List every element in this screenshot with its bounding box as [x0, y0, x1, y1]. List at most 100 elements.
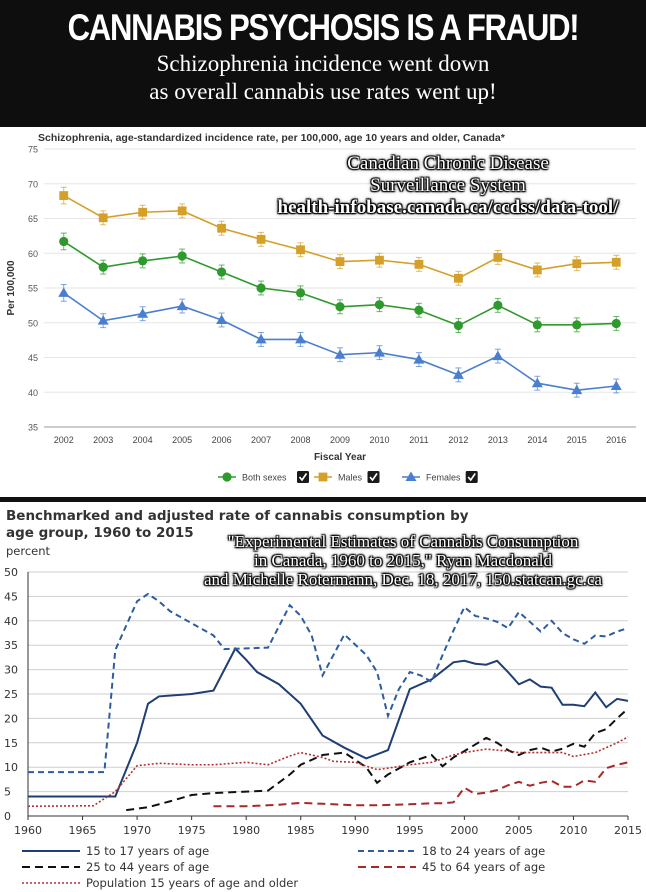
chart2-x-tick-label: 2010	[559, 824, 587, 837]
chart2-series-45-to-64-years-of-age	[213, 761, 629, 808]
chart2-source-line-3: and Michelle Rotermann, Dec. 18, 2017, 1…	[204, 570, 602, 589]
chart2-title-line-2: age group, 1960 to 2015	[6, 525, 194, 541]
chart2-x-tick-label: 1985	[287, 824, 315, 837]
chart1-data-point	[176, 300, 188, 311]
chart1-x-tick-label: 2013	[488, 435, 508, 445]
chart1-data-point	[255, 333, 267, 344]
chart1-x-tick-label: 2005	[172, 435, 192, 445]
chart1-data-point	[375, 255, 384, 265]
chart1-x-tick-label: 2003	[93, 435, 113, 445]
chart1-data-point	[138, 256, 148, 266]
chart2-y-tick-label: 30	[4, 664, 18, 677]
chart2-x-tick-label: 1960	[14, 824, 42, 837]
chart1-x-tick-label: 2004	[133, 435, 153, 445]
chart1-x-tick-label: 2016	[606, 435, 626, 445]
chart2-x-tick-label: 1990	[341, 824, 369, 837]
chart1-y-tick-label: 65	[28, 214, 38, 224]
chart1-title: Schizophrenia, age-standardized incidenc…	[38, 132, 506, 144]
chart2-y-axis-label: percent	[6, 544, 51, 558]
chart2-x-tick-label: 2000	[450, 824, 478, 837]
chart1-series-both-sexes	[59, 232, 621, 333]
chart1-legend-checkbox	[465, 471, 478, 483]
chart1-y-tick-label: 55	[28, 284, 38, 294]
chart1-source-line-3: health-infobase.canada.ca/ccdss/data-too…	[277, 197, 619, 218]
chart1-legend-marker	[318, 472, 328, 482]
cannabis-chart-panel: Benchmarked and adjusted rate of cannabi…	[0, 502, 646, 892]
chart2-legend-label: Population 15 years of age and older	[86, 876, 298, 890]
chart1-data-point	[59, 236, 69, 247]
chart1-data-point	[217, 223, 226, 233]
chart1-legend-marker	[405, 471, 417, 481]
chart1-data-point	[414, 305, 424, 315]
cannabis-chart: Benchmarked and adjusted rate of cannabi…	[4, 508, 642, 890]
chart1-y-tick-label: 45	[28, 353, 38, 363]
chart1-data-point	[334, 349, 346, 359]
chart1-data-point	[374, 300, 385, 310]
subline-1: Schizophrenia incidence went down	[156, 51, 490, 76]
chart1-data-point	[256, 283, 266, 293]
chart1-y-tick-label: 40	[28, 388, 38, 398]
chart2-y-tick-label: 50	[4, 566, 18, 579]
chart2-y-tick-label: 20	[4, 712, 18, 725]
chart1-series-males	[59, 186, 621, 286]
chart1-data-point	[216, 314, 228, 324]
chart1-data-point	[98, 262, 108, 272]
chart1-data-point	[611, 257, 621, 267]
chart1-x-tick-label: 2006	[212, 435, 232, 445]
chart1-source-line-2: Surveillance System	[370, 175, 526, 196]
chart2-x-tick-label: 1970	[123, 824, 151, 837]
chart2-x-tick-label: 1975	[178, 824, 206, 837]
chart1-data-point	[335, 302, 345, 312]
chart2-series-18-to-24-years-of-age	[28, 592, 629, 774]
chart1-x-tick-label: 2007	[251, 435, 271, 445]
chart1-y-axis-label: Per 100,000	[6, 260, 17, 315]
chart1-data-point	[59, 191, 69, 200]
chart2-y-tick-label: 10	[4, 761, 18, 774]
headline: CANNABIS PSYCHOSIS IS A FRAUD!	[67, 7, 580, 48]
chart1-y-tick-label: 50	[28, 318, 38, 328]
chart2-legend-label: 25 to 44 years of age	[86, 860, 209, 874]
chart1-data-point	[137, 308, 149, 318]
chart1-data-point	[493, 253, 503, 262]
chart1-data-point	[138, 207, 148, 217]
chart2-y-tick-label: 5	[4, 786, 11, 799]
chart1-data-point	[414, 259, 424, 269]
chart1-source-caption: Canadian Chronic Disease Surveillance Sy…	[250, 153, 646, 219]
chart1-x-tick-label: 2014	[527, 435, 547, 445]
chart2-source-line-2: in Canada, 1960 to 2015," Ryan Macdonald	[253, 551, 553, 570]
chart1-x-tick-label: 2012	[448, 435, 468, 445]
chart2-source-caption: "Experimental Estimates of Cannabis Cons…	[160, 532, 646, 589]
chart1-data-point	[217, 267, 227, 277]
chart1-data-point	[531, 377, 543, 388]
chart2-series-15-to-17-years-of-age	[28, 646, 629, 798]
chart1-data-point	[177, 206, 187, 216]
chart1-data-point	[492, 350, 504, 361]
chart2-x-tick-label: 2005	[505, 824, 533, 837]
chart1-x-tick-label: 2015	[567, 435, 587, 445]
chart2-y-tick-label: 25	[4, 688, 18, 701]
chart1-data-point	[295, 333, 307, 344]
chart1-data-point	[611, 318, 621, 329]
chart1-data-point	[296, 245, 305, 255]
chart2-series-25-to-44-years-of-age	[126, 707, 629, 812]
chart1-legend-label: Both sexes	[242, 473, 287, 483]
chart2-legend-label: 15 to 17 years of age	[86, 844, 209, 858]
chart1-y-tick-label: 60	[28, 249, 38, 259]
chart1-data-point	[97, 315, 109, 325]
chart2-y-tick-label: 35	[4, 639, 18, 652]
chart1-data-point	[572, 259, 582, 269]
chart2-x-tick-label: 1995	[396, 824, 424, 837]
chart1-series-females	[58, 284, 622, 398]
chart2-y-tick-label: 15	[4, 737, 18, 750]
chart1-data-point	[295, 288, 306, 298]
chart2-legend-label: 18 to 24 years of age	[422, 844, 545, 858]
chart1-data-point	[98, 213, 108, 223]
chart1-data-point	[532, 265, 542, 275]
chart1-legend-check-icon	[369, 473, 378, 482]
chart1-y-tick-label: 35	[28, 423, 38, 433]
chart1-data-point	[610, 380, 622, 390]
chart1-data-point	[532, 320, 542, 330]
chart1-legend-check-icon	[467, 473, 476, 482]
chart1-data-point	[453, 320, 463, 331]
schizophrenia-chart-panel: Schizophrenia, age-standardized incidenc…	[0, 127, 646, 497]
